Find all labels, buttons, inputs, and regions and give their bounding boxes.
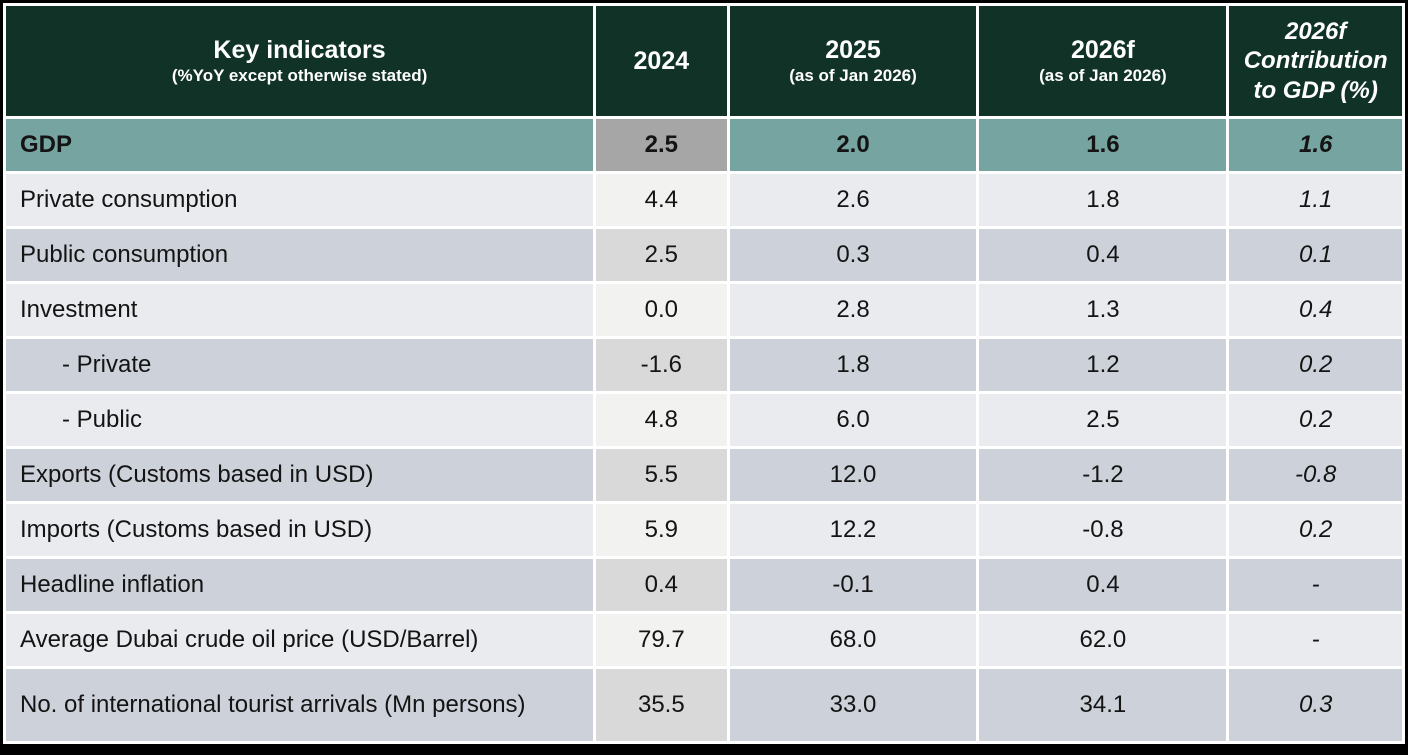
value-2026f: 1.2 [979, 339, 1227, 391]
header-2025-subtitle: (as of Jan 2026) [789, 65, 917, 85]
header-2024-title: 2024 [633, 46, 690, 75]
table-row: GDP 2.5 2.0 1.6 1.6 [6, 119, 1402, 171]
value-2024: 2.5 [596, 229, 727, 281]
value-2026f: 1.8 [979, 174, 1227, 226]
value-2025: 6.0 [729, 394, 977, 446]
header-key-indicators-title: Key indicators [213, 36, 386, 65]
table-row: Public consumption 2.5 0.3 0.4 0.1 [6, 229, 1402, 281]
row-label: Public consumption [6, 229, 594, 281]
row-label: Imports (Customs based in USD) [6, 504, 594, 556]
value-2026f: 1.6 [979, 119, 1227, 171]
value-2024: 0.4 [596, 559, 727, 611]
table-row: Exports (Customs based in USD) 5.5 12.0 … [6, 449, 1402, 501]
table-row: Private consumption 4.4 2.6 1.8 1.1 [6, 174, 1402, 226]
value-2024: 35.5 [596, 669, 727, 741]
row-label: GDP [6, 119, 594, 171]
value-contribution: 0.3 [1229, 669, 1402, 741]
value-2026f: -1.2 [979, 449, 1227, 501]
table-row: No. of international tourist arrivals (M… [6, 669, 1402, 741]
row-label: Private consumption [6, 174, 594, 226]
value-contribution: 0.4 [1229, 284, 1402, 336]
value-2024: -1.6 [596, 339, 727, 391]
value-2025: 2.6 [729, 174, 977, 226]
row-label: Exports (Customs based in USD) [6, 449, 594, 501]
row-label: No. of international tourist arrivals (M… [6, 669, 594, 741]
header-2024: 2024 [596, 6, 727, 116]
header-key-indicators-subtitle: (%YoY except otherwise stated) [171, 65, 428, 85]
value-2025: 0.3 [729, 229, 977, 281]
value-2025: 12.2 [729, 504, 977, 556]
value-2026f: 62.0 [979, 614, 1227, 666]
header-key-indicators: Key indicators (%YoY except otherwise st… [6, 6, 594, 116]
value-2026f: -0.8 [979, 504, 1227, 556]
table-body: GDP 2.5 2.0 1.6 1.6 Private consumption … [6, 119, 1402, 741]
value-2025: 2.8 [729, 284, 977, 336]
value-contribution: 0.1 [1229, 229, 1402, 281]
value-contribution: - [1229, 614, 1402, 666]
header-2026f-title: 2026f [1070, 36, 1135, 65]
value-2025: 1.8 [729, 339, 977, 391]
value-contribution: 0.2 [1229, 339, 1402, 391]
value-2025: 2.0 [729, 119, 977, 171]
table-row: - Private -1.6 1.8 1.2 0.2 [6, 339, 1402, 391]
row-label: - Private [6, 339, 594, 391]
header-2026f-subtitle: (as of Jan 2026) [1039, 65, 1167, 85]
value-2024: 2.5 [596, 119, 727, 171]
table-row: Headline inflation 0.4 -0.1 0.4 - [6, 559, 1402, 611]
value-2024: 5.9 [596, 504, 727, 556]
header-2025: 2025 (as of Jan 2026) [729, 6, 977, 116]
header-row: Key indicators (%YoY except otherwise st… [6, 6, 1402, 116]
header-2025-title: 2025 [825, 36, 881, 65]
value-contribution: 1.1 [1229, 174, 1402, 226]
row-label: Average Dubai crude oil price (USD/Barre… [6, 614, 594, 666]
value-2024: 0.0 [596, 284, 727, 336]
value-2025: -0.1 [729, 559, 977, 611]
value-contribution: - [1229, 559, 1402, 611]
table-row: Investment 0.0 2.8 1.3 0.4 [6, 284, 1402, 336]
table-row: - Public 4.8 6.0 2.5 0.2 [6, 394, 1402, 446]
value-2024: 4.4 [596, 174, 727, 226]
header-2026f-contribution-title: 2026f Contribution to GDP (%) [1243, 18, 1388, 104]
value-contribution: 0.2 [1229, 394, 1402, 446]
value-contribution: 0.2 [1229, 504, 1402, 556]
value-2024: 4.8 [596, 394, 727, 446]
row-label: Investment [6, 284, 594, 336]
value-2025: 33.0 [729, 669, 977, 741]
value-2024: 79.7 [596, 614, 727, 666]
value-contribution: 1.6 [1229, 119, 1402, 171]
value-2026f: 0.4 [979, 559, 1227, 611]
value-2025: 12.0 [729, 449, 977, 501]
table-row: Average Dubai crude oil price (USD/Barre… [6, 614, 1402, 666]
header-2026f: 2026f (as of Jan 2026) [979, 6, 1227, 116]
key-indicators-table: Key indicators (%YoY except otherwise st… [3, 3, 1405, 744]
value-2026f: 34.1 [979, 669, 1227, 741]
value-2026f: 1.3 [979, 284, 1227, 336]
table-row: Imports (Customs based in USD) 5.9 12.2 … [6, 504, 1402, 556]
value-contribution: -0.8 [1229, 449, 1402, 501]
row-label: - Public [6, 394, 594, 446]
value-2026f: 0.4 [979, 229, 1227, 281]
header-2026f-contribution-to-gdp: 2026f Contribution to GDP (%) [1229, 6, 1402, 116]
value-2024: 5.5 [596, 449, 727, 501]
value-2026f: 2.5 [979, 394, 1227, 446]
value-2025: 68.0 [729, 614, 977, 666]
row-label: Headline inflation [6, 559, 594, 611]
